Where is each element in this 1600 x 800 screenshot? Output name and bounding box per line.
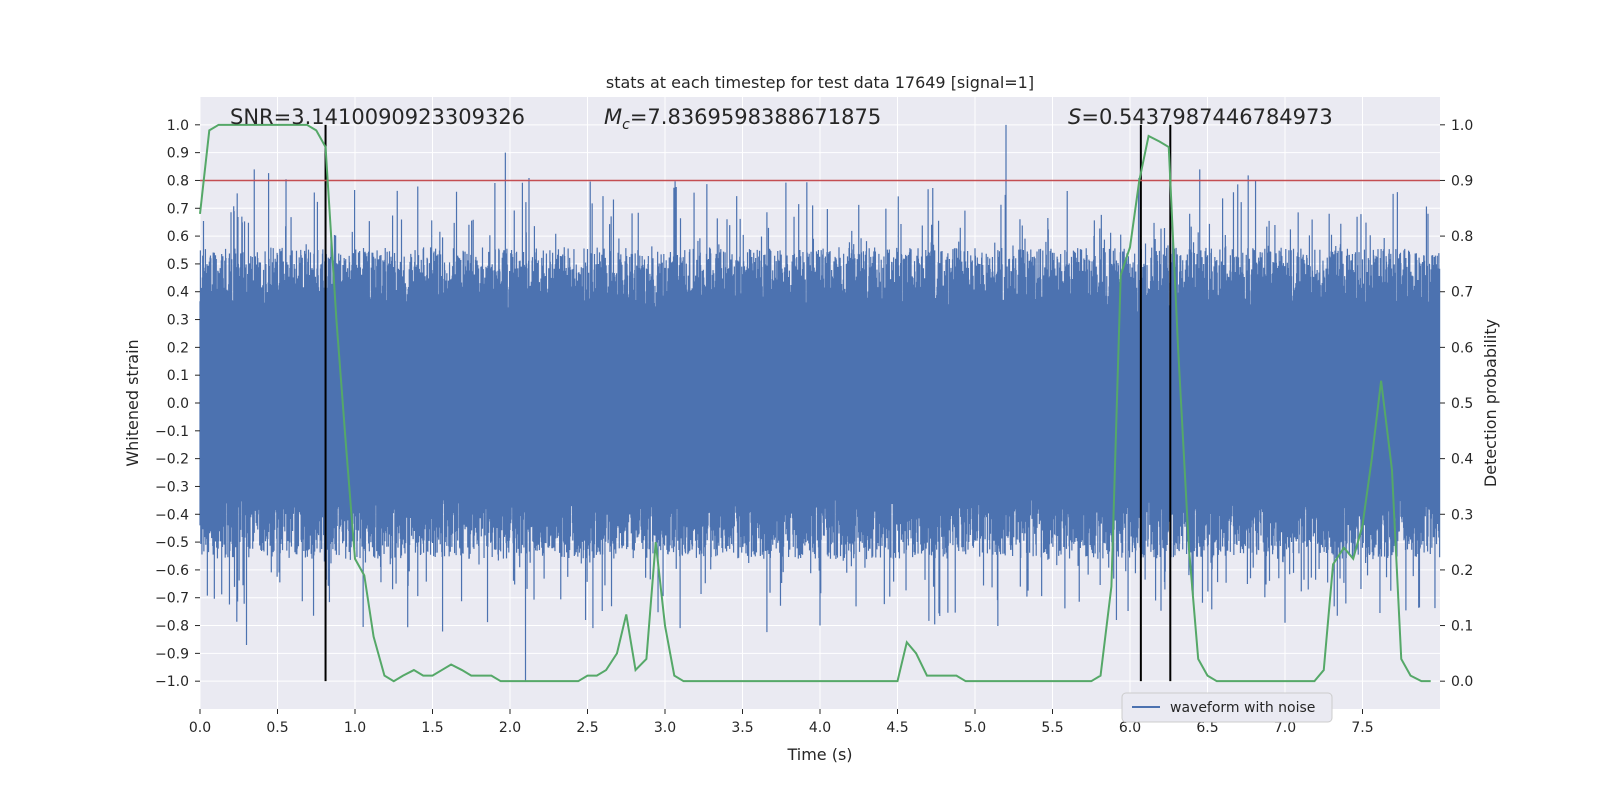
- x-axis-label: Time (s): [786, 745, 852, 764]
- y-left-tick-label: −0.8: [155, 619, 189, 635]
- y-left-tick-label: 0.1: [167, 368, 189, 384]
- x-tick-label: 1.0: [344, 720, 366, 736]
- y-right-tick-label: 0.5: [1451, 396, 1473, 412]
- y-left-tick-label: 0.2: [167, 340, 189, 356]
- y-left-tick-label: −0.2: [155, 452, 189, 468]
- x-tick-label: 0.0: [189, 720, 211, 736]
- x-axis-ticks: 0.0 0.5 1.0 1.5 2.0 2.5 3.0 3.5 4.0 4.5 5.0 5.5 6.0 6…: [189, 709, 1374, 736]
- legend: waveform with noise: [1121, 692, 1333, 723]
- y-left-tick-label: −0.5: [155, 535, 189, 551]
- y-right-tick-label: 1.0: [1451, 118, 1473, 134]
- s-value: =0.5437987446784973: [1081, 105, 1332, 129]
- y-left-tick-label: 0.7: [167, 201, 189, 217]
- y-left-tick-label: −0.3: [155, 479, 189, 495]
- x-tick-label: 6.0: [1119, 720, 1141, 736]
- y-left-tick-label: 0.8: [167, 173, 189, 189]
- probability-series: [199, 123, 1431, 683]
- mc-annotation: Mc=7.8369598388671875: [604, 105, 881, 133]
- y-left-tick-label: 0.4: [167, 285, 189, 301]
- y-right-tick-label: 0.3: [1451, 507, 1473, 523]
- y-left-tick-label: 0.3: [167, 313, 189, 329]
- x-tick-label: 3.5: [731, 720, 753, 736]
- y-left-tick-label: −0.9: [155, 646, 189, 662]
- y-right-tick-label: 0.7: [1451, 285, 1473, 301]
- x-tick-label: 3.0: [654, 720, 676, 736]
- s-symbol: S: [1068, 105, 1081, 129]
- legend-box: [1121, 692, 1333, 723]
- y-right-tick-label: 0.1: [1451, 619, 1473, 635]
- y-left-tick-label: 0.6: [167, 229, 189, 245]
- x-tick-label: 1.5: [421, 720, 443, 736]
- y-right-tick-label: 0.0: [1451, 674, 1473, 690]
- x-tick-label: 7.0: [1274, 720, 1296, 736]
- y-axis-label-left: Whitened strain: [123, 339, 142, 466]
- y-right-tick-label: 0.2: [1451, 563, 1473, 579]
- y-right-tick-label: 0.4: [1451, 452, 1473, 468]
- probability-line: [199, 123, 1431, 683]
- mc-symbol: M: [604, 105, 622, 129]
- y-left-tick-label: −0.7: [155, 591, 189, 607]
- x-tick-label: 2.0: [499, 720, 521, 736]
- x-tick-label: 0.5: [266, 720, 288, 736]
- y-right-tick-label: 0.9: [1451, 173, 1473, 189]
- strain-waveform: [199, 124, 1441, 682]
- y-left-tick-label: 1.0: [167, 118, 189, 134]
- x-tick-label: 2.5: [576, 720, 598, 736]
- chart-title: stats at each timestep for test data 176…: [606, 73, 1034, 92]
- x-tick-label: 5.5: [1041, 720, 1063, 736]
- y-axis-label-right: Detection probability: [1481, 319, 1500, 487]
- strain-series: [199, 124, 1441, 682]
- snr-annotation: SNR=3.1410090923309326: [230, 105, 525, 129]
- y-left-tick-label: 0.0: [167, 396, 189, 412]
- y-left-tick-label: −1.0: [155, 674, 189, 690]
- vertical-markers: [324, 124, 1172, 682]
- s-annotation: S=0.5437987446784973: [1068, 105, 1333, 129]
- y-left-tick-label: −0.4: [155, 507, 189, 523]
- y-right-tick-label: 0.6: [1451, 340, 1473, 356]
- x-tick-label: 4.5: [886, 720, 908, 736]
- y-left-ticks: 1.0 0.9 0.8 0.7 0.6 0.5 0.4 0.3 0.2 0.1 0.0 −0.1 −0.…: [155, 118, 200, 690]
- mc-subscript: c: [622, 117, 630, 133]
- y-left-tick-label: 0.9: [167, 146, 189, 162]
- y-left-tick-label: −0.1: [155, 424, 189, 440]
- x-tick-label: 4.0: [809, 720, 831, 736]
- mc-value: =7.8369598388671875: [630, 105, 881, 129]
- x-tick-label: 7.5: [1351, 720, 1373, 736]
- x-tick-label: 6.5: [1196, 720, 1218, 736]
- legend-label: waveform with noise: [1170, 700, 1315, 716]
- y-right-ticks: 1.0 0.9 0.8 0.7 0.6 0.5 0.4 0.3 0.2 0.1 0.0: [1440, 118, 1473, 690]
- y-right-tick-label: 0.8: [1451, 229, 1473, 245]
- y-left-tick-label: −0.6: [155, 563, 189, 579]
- x-tick-label: 5.0: [964, 720, 986, 736]
- y-left-tick-label: 0.5: [167, 257, 189, 273]
